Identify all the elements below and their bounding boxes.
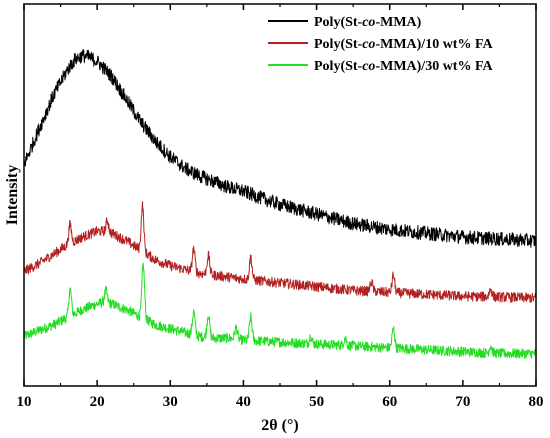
series-line-2 xyxy=(23,201,537,303)
plot-area xyxy=(23,49,537,359)
legend-label-3: Poly(St-co-MMA)/30 wt% FA xyxy=(314,59,493,74)
legend-label-1: Poly(St-co-MMA) xyxy=(314,15,422,30)
x-tick-label: 70 xyxy=(455,394,470,410)
x-axis-title: 2θ (°) xyxy=(261,417,298,434)
x-tick-label: 30 xyxy=(163,394,178,410)
series-line-3 xyxy=(23,262,537,359)
x-tick-label: 60 xyxy=(382,394,397,410)
series-line-1 xyxy=(23,49,537,248)
y-axis-title: Intensity xyxy=(4,165,21,225)
axes: 10 20 30 40 50 60 70 80 2θ (°) Intensity xyxy=(4,3,544,434)
x-tick-label: 40 xyxy=(236,394,251,410)
legend: Poly(St-co-MMA) Poly(St-co-MMA)/10 wt% FA… xyxy=(268,15,493,74)
x-tick-label: 50 xyxy=(309,394,324,410)
x-tick-label: 20 xyxy=(90,394,105,410)
x-tick-label: 80 xyxy=(529,394,544,410)
x-tick-label: 10 xyxy=(17,394,32,410)
legend-label-2: Poly(St-co-MMA)/10 wt% FA xyxy=(314,37,493,52)
